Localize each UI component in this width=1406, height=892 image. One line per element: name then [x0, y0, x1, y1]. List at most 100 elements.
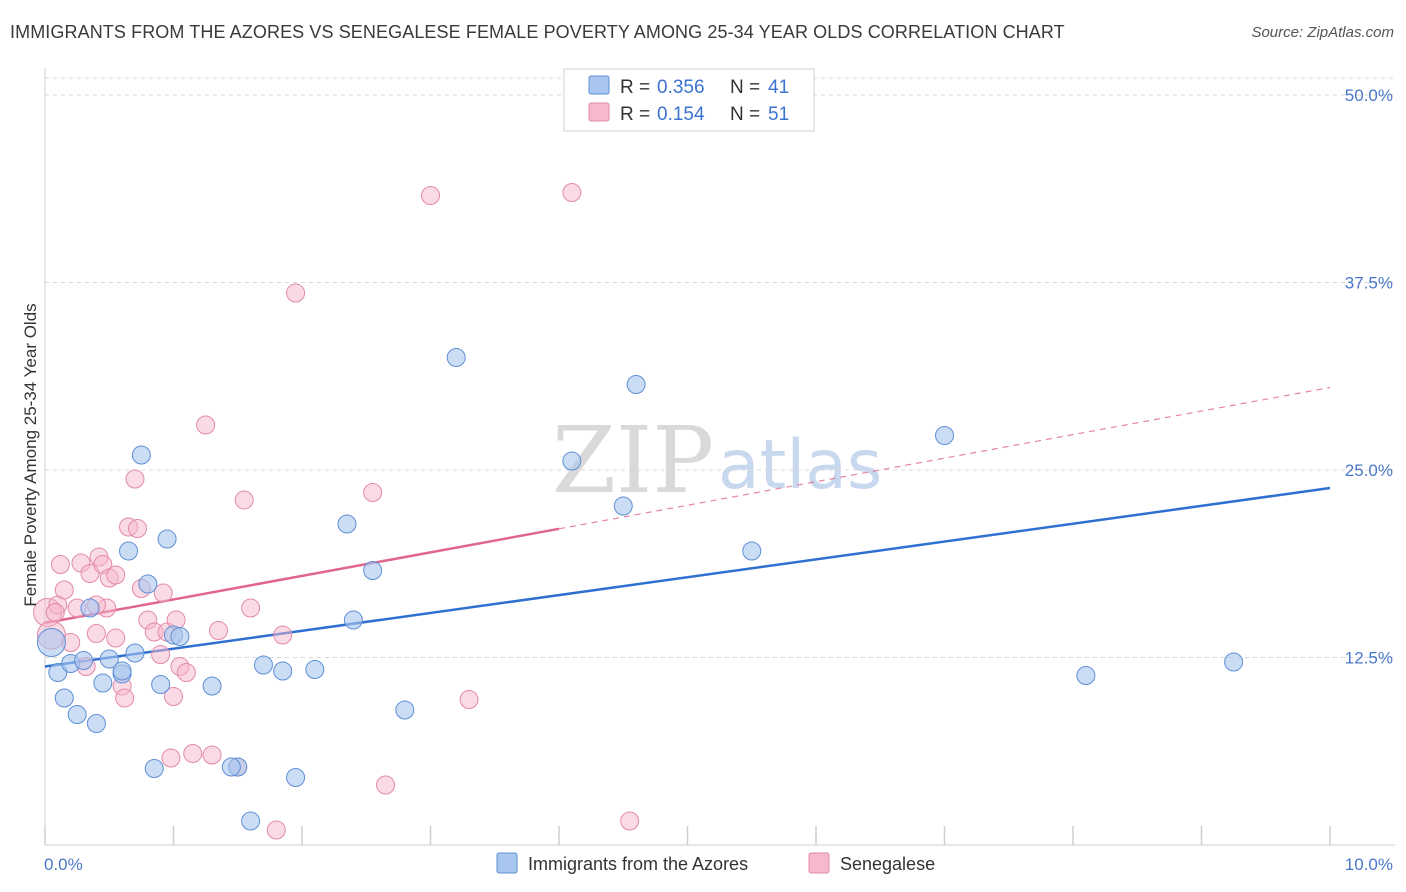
- point-azores: [1076, 666, 1096, 685]
- data-points: [33, 183, 1244, 840]
- source-credit: Source: ZipAtlas.com: [1251, 24, 1394, 41]
- point-senegalese: [196, 415, 216, 435]
- legend-r-label-azores: R =: [620, 77, 650, 98]
- point-senegalese: [620, 811, 640, 831]
- series-legend-label-azores: Immigrants from the Azores: [528, 854, 748, 874]
- point-azores: [305, 660, 325, 679]
- legend-r-value-azores: 0.356: [657, 77, 705, 98]
- point-azores: [337, 514, 357, 534]
- point-senegalese: [273, 625, 293, 645]
- point-azores: [221, 757, 241, 777]
- watermark: ZIP atlas: [552, 407, 882, 514]
- point-azores: [138, 574, 158, 594]
- legend-r-label-senegalese: R =: [620, 104, 650, 125]
- point-senegalese: [241, 598, 261, 618]
- point-senegalese: [208, 621, 228, 640]
- point-senegalese: [202, 745, 222, 765]
- point-azores: [144, 759, 164, 778]
- point-senegalese: [161, 748, 181, 768]
- point-azores: [241, 811, 261, 831]
- y-tick-label: 50.0%: [1345, 86, 1393, 105]
- point-senegalese: [106, 628, 126, 648]
- point-azores: [119, 541, 139, 561]
- x-tick-label: 10.0%: [1345, 855, 1393, 874]
- point-senegalese: [266, 820, 286, 840]
- stats-legend: R = 0.356 N = 41 R = 0.154 N = 51: [563, 68, 815, 132]
- legend-swatch-azores: [588, 75, 610, 95]
- point-senegalese: [421, 186, 440, 205]
- y-tick-label: 25.0%: [1345, 461, 1393, 480]
- point-senegalese: [50, 555, 70, 574]
- point-senegalese: [164, 687, 183, 706]
- watermark-atlas: atlas: [718, 426, 882, 505]
- point-senegalese: [376, 775, 396, 795]
- y-axis-label: Female Poverty Among 25-34 Year Olds: [21, 303, 40, 606]
- trend-lines: [44, 386, 1331, 668]
- point-senegalese: [151, 645, 171, 664]
- point-senegalese: [86, 624, 106, 643]
- point-senegalese: [54, 580, 74, 600]
- point-senegalese: [153, 583, 173, 603]
- point-azores: [151, 675, 171, 694]
- point-senegalese: [183, 744, 203, 763]
- point-azores: [36, 628, 66, 657]
- point-azores: [562, 451, 582, 471]
- point-senegalese: [562, 183, 582, 202]
- legend-n-value-azores: 41: [768, 77, 789, 98]
- point-azores: [67, 705, 87, 724]
- point-azores: [93, 673, 113, 693]
- x-tick-label: 0.0%: [44, 855, 83, 874]
- point-azores: [626, 375, 646, 394]
- point-senegalese: [176, 663, 196, 682]
- legend-swatch-senegalese: [588, 102, 610, 122]
- y-tick-label: 37.5%: [1345, 274, 1393, 293]
- point-azores: [170, 627, 190, 646]
- point-azores: [80, 598, 100, 618]
- point-azores: [1224, 652, 1244, 672]
- point-azores: [74, 651, 94, 670]
- point-azores: [253, 655, 273, 675]
- tick-labels: 12.5% 25.0% 37.5% 50.0% 0.0% 10.0%: [44, 86, 1393, 874]
- axes: [44, 68, 1395, 846]
- y-tick-label: 12.5%: [1345, 649, 1393, 668]
- point-senegalese: [363, 483, 383, 502]
- point-azores: [131, 445, 151, 465]
- trend-line-senegalese-extension: [558, 386, 1331, 530]
- point-azores: [363, 561, 383, 580]
- point-azores: [286, 768, 306, 787]
- point-azores: [54, 688, 74, 708]
- point-azores: [112, 661, 132, 681]
- series-legend: Immigrants from the Azores Senegalese: [496, 852, 935, 874]
- point-azores: [613, 496, 633, 516]
- series-legend-label-senegalese: Senegalese: [840, 854, 935, 874]
- point-azores: [202, 676, 222, 696]
- point-azores: [742, 541, 762, 561]
- legend-n-label-azores: N =: [730, 77, 760, 98]
- point-azores: [935, 426, 954, 445]
- point-azores: [343, 610, 363, 630]
- legend-n-label-senegalese: N =: [730, 104, 760, 125]
- point-azores: [273, 661, 293, 681]
- point-senegalese: [125, 469, 145, 489]
- point-senegalese: [45, 603, 65, 622]
- series-legend-swatch-senegalese: [808, 852, 830, 874]
- point-azores: [99, 649, 119, 669]
- point-azores: [157, 529, 177, 549]
- point-azores: [446, 348, 466, 367]
- legend-n-value-senegalese: 51: [768, 104, 789, 125]
- trend-line-senegalese: [44, 527, 560, 625]
- point-senegalese: [459, 690, 479, 709]
- series-legend-swatch-azores: [496, 852, 518, 874]
- point-senegalese: [286, 283, 306, 303]
- point-azores: [125, 643, 145, 663]
- trend-line-azores: [44, 486, 1331, 668]
- point-senegalese: [128, 519, 148, 538]
- point-azores: [86, 714, 106, 733]
- point-azores: [395, 700, 415, 720]
- point-senegalese: [234, 490, 254, 510]
- point-senegalese: [106, 565, 126, 585]
- point-senegalese: [115, 688, 135, 708]
- chart-title: IMMIGRANTS FROM THE AZORES VS SENEGALESE…: [10, 22, 1065, 42]
- legend-r-value-senegalese: 0.154: [657, 104, 705, 125]
